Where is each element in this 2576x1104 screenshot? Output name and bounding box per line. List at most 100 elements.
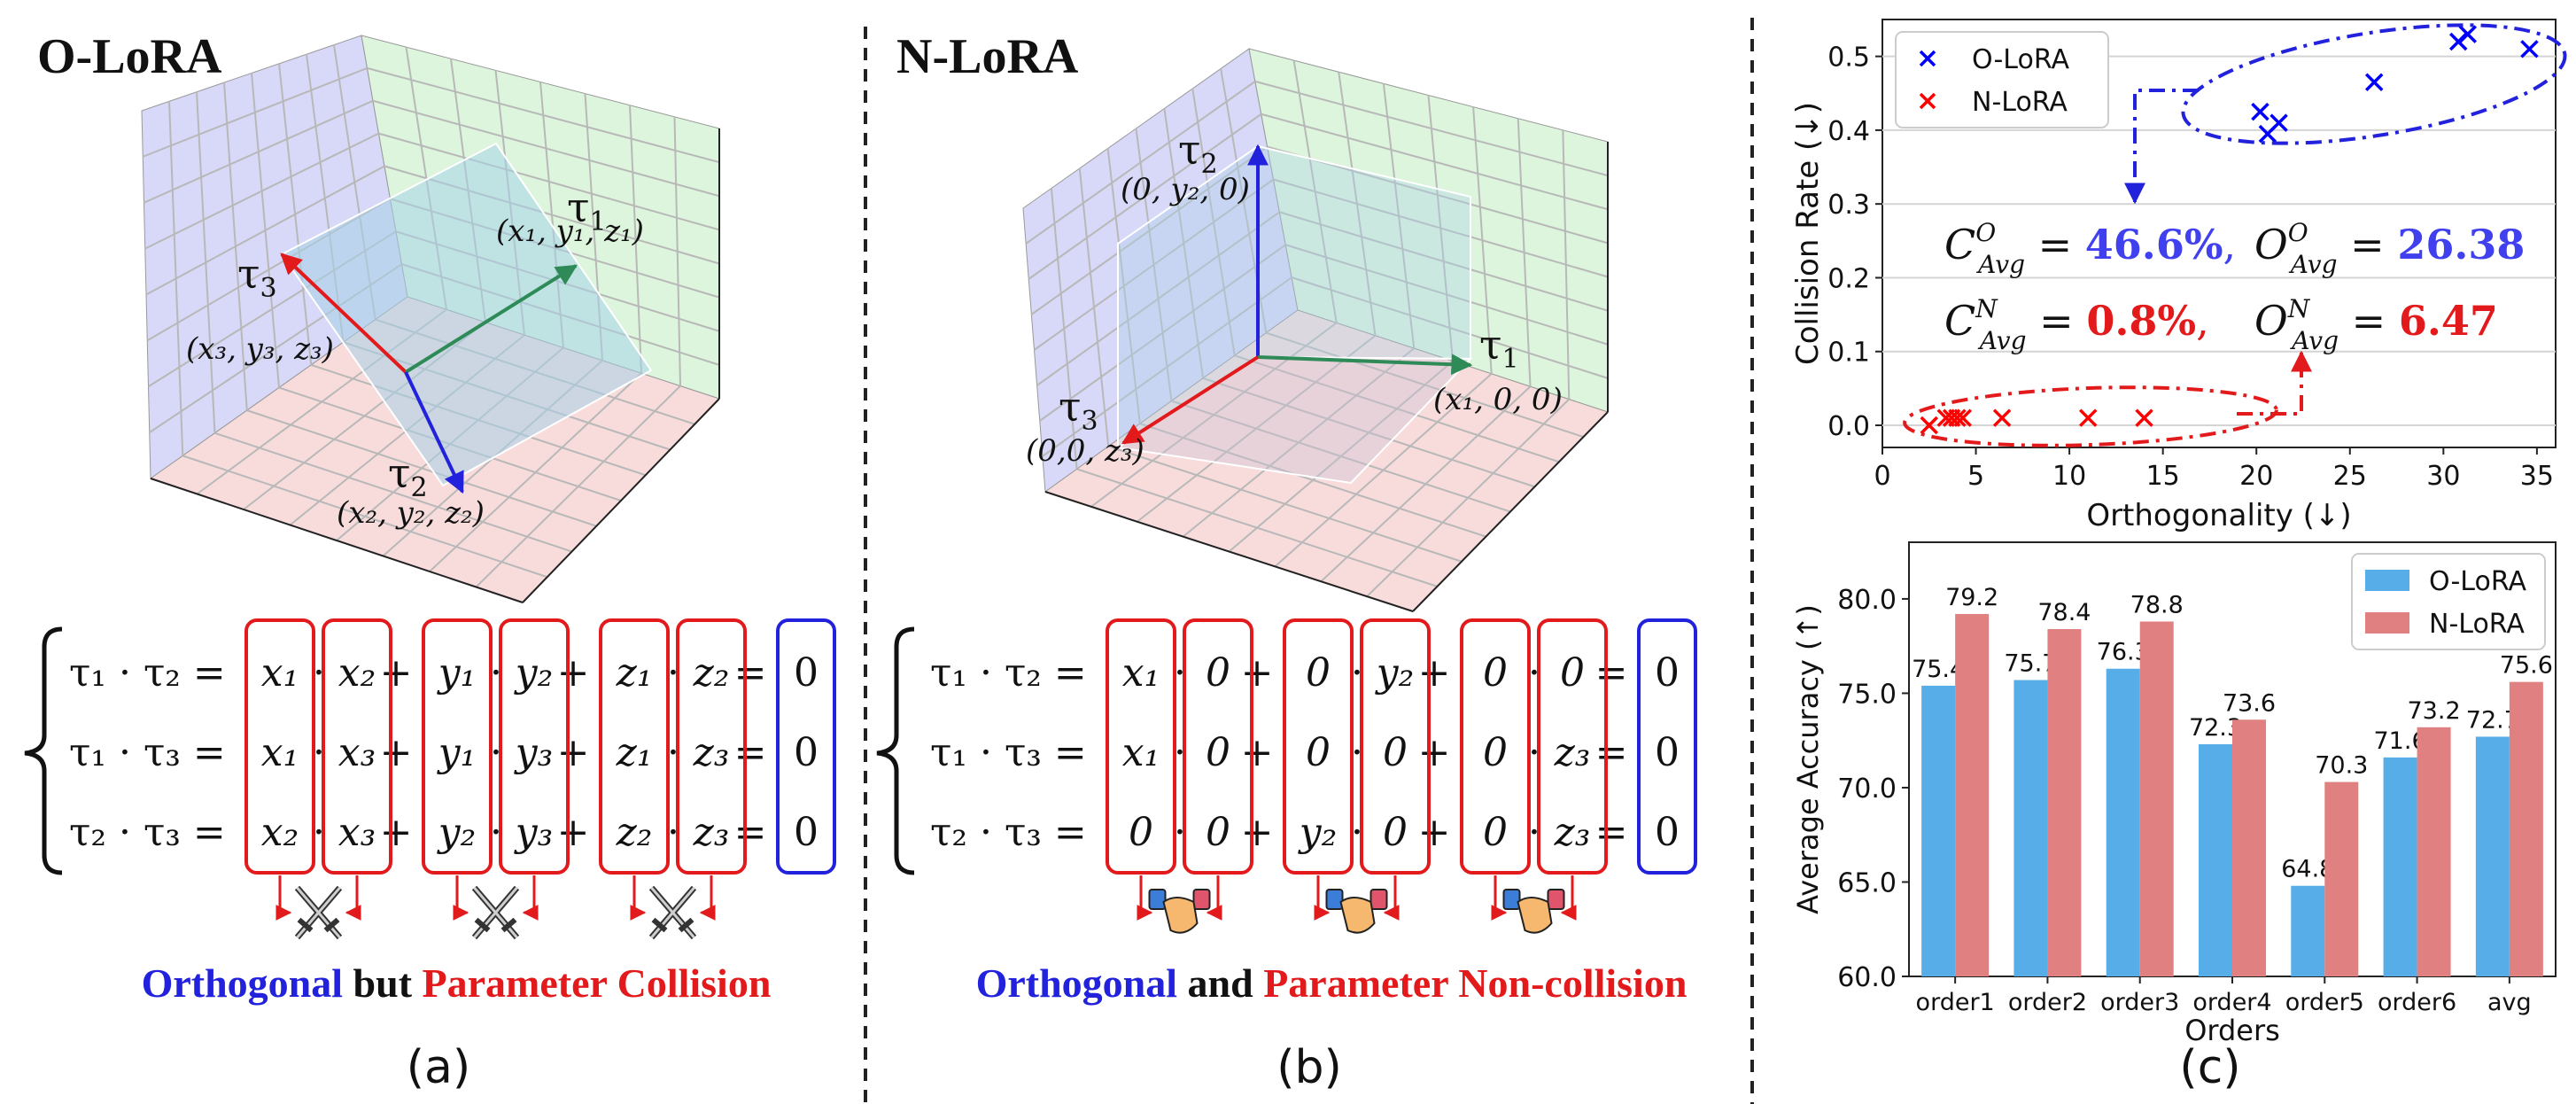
panel-b-title: N-LoRA: [896, 29, 1079, 84]
bar: [2291, 885, 2325, 976]
handshake-icon: [1148, 889, 1211, 934]
equation-operator: =: [734, 730, 767, 775]
pair-arrow-right: [345, 875, 361, 921]
bar-value-label: 78.4: [2037, 599, 2091, 626]
brace-a: [24, 626, 63, 875]
bar-legend-label: O-LoRA: [2429, 566, 2526, 597]
scatter-annotations: CO Avg = 46.6%, OO Avg = 26.38 CN Avg = 0.8…: [1903, 23, 2567, 447]
equation-term: z₃: [1554, 730, 1591, 775]
equation-term: y₃: [514, 810, 554, 855]
term-column-box: [1537, 618, 1608, 875]
panel-c-label: (c): [2179, 1041, 2240, 1094]
pair-arrow-right: [1206, 875, 1222, 921]
grid-line: [1517, 118, 1532, 387]
equation-term: z₁: [616, 650, 653, 696]
handshake-icons: [1137, 875, 1577, 934]
bar-value-label: 73.2: [2408, 697, 2461, 725]
scatter-point: [1953, 408, 1973, 427]
bar-x-tick-label: order3: [2100, 989, 2179, 1016]
tau2-coord-b: (0, y₂, 0): [1121, 172, 1250, 207]
grid-line: [1202, 377, 1535, 488]
grid-line: [1320, 385, 1532, 582]
n-lora-arrow: [2237, 350, 2312, 416]
term-column-box: [599, 618, 670, 875]
equation-term: y₂: [437, 810, 477, 855]
grid-line: [1472, 106, 1493, 374]
equation-term: 0: [1306, 650, 1331, 696]
equation-operator: +: [1418, 650, 1451, 696]
crossed-swords-icon: [294, 885, 343, 940]
bar-y-tick-label: 75.0: [1837, 679, 1897, 710]
pair-arrow-right: [699, 875, 716, 921]
bar-y-tick-label: 60.0: [1837, 962, 1897, 993]
scatter-x-tick-label: 10: [2052, 461, 2086, 492]
bar: [2509, 681, 2543, 976]
equations-b: τ₁ · τ₂ = x₁ · 0 +0 · y₂ +0 · 0 = 0τ₁ · τ₃ = x₁ · 0 +0 ·…: [930, 618, 1697, 875]
equation-operator: +: [1418, 730, 1451, 775]
bar: [2232, 719, 2266, 976]
bar-legend-swatch: [2365, 612, 2409, 634]
equation-term: z₁: [616, 730, 653, 775]
vector-tau1: [404, 264, 578, 374]
equation-result: 0: [794, 650, 819, 696]
bar-x-tick-label: order5: [2285, 989, 2364, 1016]
bar-value-label: 73.6: [2223, 689, 2276, 717]
scatter-x-tick-label: 35: [2520, 461, 2554, 492]
panel-a-title: O-LoRA: [37, 29, 222, 84]
bar: [2199, 743, 2232, 976]
handshake-icon: [1325, 889, 1388, 934]
grid-line: [278, 63, 313, 365]
scatter-x-tick-label: 0: [1874, 461, 1890, 492]
grid-line: [1273, 178, 1609, 278]
tau1-label-b: τ1: [1479, 321, 1519, 375]
bar-legend: O-LoRA N-LoRA: [2351, 553, 2546, 650]
equation-operator: =: [1595, 650, 1628, 696]
equation-operator: +: [380, 650, 413, 696]
n-lora-orth-avg: ON Avg = 6.47: [2254, 294, 2498, 355]
panel-a-3d-axes: [141, 35, 720, 603]
bar-legend-label: N-LoRA: [2429, 609, 2525, 640]
bar-y-tick-label: 70.0: [1837, 774, 1897, 805]
axis-bottom-left-b: [1044, 491, 1414, 612]
term-column-box: [499, 618, 570, 875]
equation-result: 0: [794, 730, 819, 775]
grid-line: [1279, 211, 1609, 312]
scatter-point: [1920, 416, 1939, 435]
equation-term: 0: [1483, 730, 1508, 775]
equation-term: y₂: [1375, 650, 1415, 696]
scatter-legend-marker: [1919, 92, 1936, 110]
equation-term: x₁: [261, 730, 299, 775]
scatter-x-tick-label: 15: [2146, 461, 2180, 492]
scatter-x-tick-label: 25: [2333, 461, 2367, 492]
equation-operator: =: [1595, 730, 1628, 775]
equation-term: y₁: [437, 730, 477, 775]
equation-operator: =: [1595, 810, 1628, 855]
equation-term: z₃: [693, 730, 730, 775]
scatter-y-tick-label: 0.2: [1827, 263, 1870, 294]
grid-line: [429, 372, 642, 572]
collision-icons: [275, 875, 716, 940]
grid-line: [475, 385, 681, 588]
scatter-legend-label: O-LoRA: [1972, 44, 2069, 75]
bar-y-tick-label: 65.0: [1837, 867, 1897, 898]
bar: [2047, 629, 2082, 976]
scatter-point: [2251, 102, 2270, 121]
result-column-box: [776, 618, 836, 875]
grid-line: [1266, 331, 1584, 439]
scatter-point: [2270, 113, 2288, 132]
o-lora-collision-avg: CO Avg = 46.6%,: [1944, 218, 2236, 279]
bar: [1921, 685, 1956, 976]
equation-lhs: τ₂ · τ₃ =: [69, 810, 226, 855]
equation-lhs: τ₁ · τ₂ =: [69, 650, 226, 696]
bar-value-label: 79.2: [1945, 584, 1998, 611]
equation-operator: +: [1241, 650, 1274, 696]
tau3-label: τ3: [237, 250, 277, 304]
equation-term: x₁: [1122, 650, 1160, 696]
equation-lhs: τ₁ · τ₃ =: [69, 730, 226, 775]
equation-operator: =: [734, 650, 767, 696]
equation-term: 0: [1383, 810, 1408, 855]
panel-b: N-LoRA τ2 (0, y₂, 0) τ1 (x₁, 0, 0) τ3 (0…: [876, 29, 1697, 1094]
o-lora-arrow: [2124, 89, 2199, 205]
term-column-box: [1360, 618, 1431, 875]
tau1-label: τ1: [567, 183, 607, 237]
